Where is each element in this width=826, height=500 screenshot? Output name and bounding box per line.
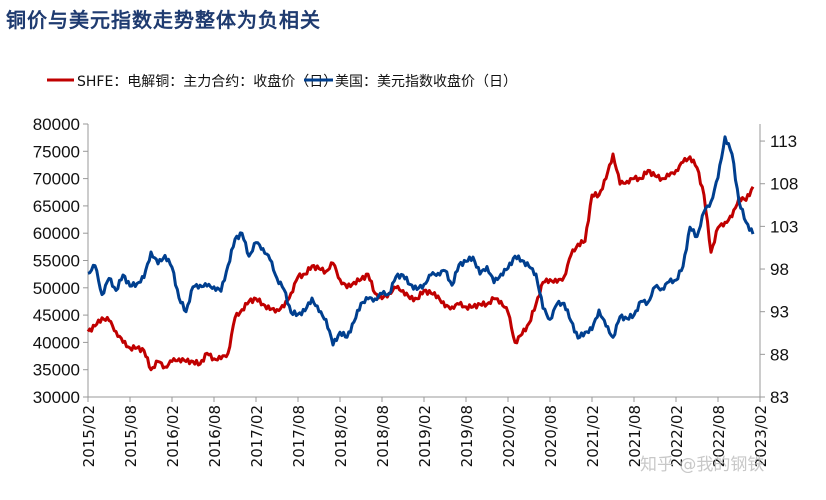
left-tick-label: 55000	[33, 252, 80, 271]
legend-label-dxy: 美国：美元指数收盘价（日）	[335, 73, 517, 90]
right-tick-label: 113	[770, 132, 797, 151]
left-tick-label: 80000	[33, 115, 80, 134]
right-tick-label: 103	[770, 217, 798, 236]
x-tick-label: 2023/02	[752, 405, 770, 467]
copper-price-line	[86, 152, 755, 372]
left-tick-label: 45000	[33, 306, 80, 325]
x-tick-label: 2018/08	[374, 405, 392, 467]
dollar-index-line	[87, 135, 755, 347]
chart-title: 铜价与美元指数走势整体为负相关	[6, 8, 321, 32]
left-tick-label: 60000	[33, 224, 80, 243]
right-tick-label: 83	[770, 388, 789, 407]
watermark: 知乎 @我的钢铁	[640, 455, 764, 475]
left-tick-label: 35000	[33, 361, 80, 380]
x-tick-label: 2022/02	[668, 405, 686, 467]
left-tick-label: 65000	[33, 197, 80, 216]
x-tick-label: 2022/08	[710, 405, 728, 467]
x-tick-label: 2019/08	[458, 405, 476, 467]
left-tick-label: 40000	[33, 333, 80, 352]
x-tick-label: 2017/02	[248, 405, 266, 467]
x-tick-label: 2016/02	[164, 405, 182, 467]
x-tick-label: 2015/08	[122, 405, 140, 467]
x-tick-label: 2020/02	[500, 405, 518, 467]
right-tick-label: 93	[770, 303, 789, 322]
x-tick-label: 2016/08	[206, 405, 224, 467]
x-tick-label: 2021/02	[584, 405, 602, 467]
left-tick-label: 75000	[33, 142, 80, 161]
x-tick-label: 2021/08	[626, 405, 644, 467]
right-tick-label: 98	[770, 260, 789, 279]
right-tick-label: 108	[770, 175, 798, 194]
left-tick-label: 50000	[33, 279, 80, 298]
x-tick-label: 2017/08	[290, 405, 308, 467]
x-tick-label: 2018/02	[332, 405, 350, 467]
x-tick-label: 2020/08	[542, 405, 560, 467]
left-tick-label: 70000	[33, 170, 80, 189]
legend: SHFE：电解铜：主力合约：收盘价（日） 美国：美元指数收盘价（日）	[47, 73, 517, 90]
legend-label-copper: SHFE：电解铜：主力合约：收盘价（日）	[77, 73, 337, 90]
x-tick-label: 2015/02	[80, 405, 98, 467]
left-tick-label: 30000	[33, 388, 80, 407]
x-tick-label: 2019/02	[416, 405, 434, 467]
right-tick-label: 88	[770, 345, 789, 364]
